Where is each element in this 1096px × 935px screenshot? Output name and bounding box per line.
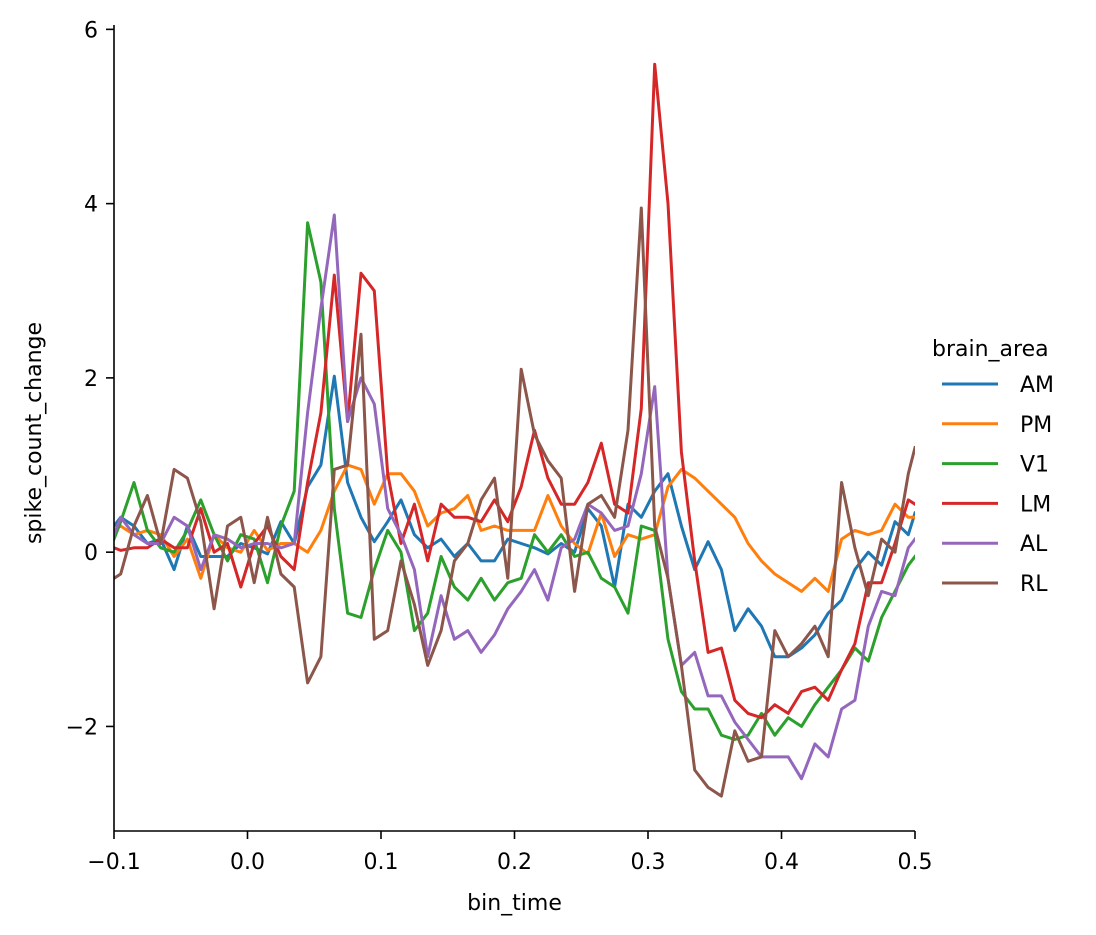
series-line-rl (114, 206, 915, 798)
series-line-am (114, 374, 915, 659)
axis-ticks: −0.1 0.0 0.1 0.2 0.3 0.4 0.5 −2 0 2 4 6 (66, 18, 933, 875)
legend-label-al: AL (1020, 532, 1048, 557)
series-line-lm (114, 62, 915, 720)
y-tick-label: −2 (66, 715, 98, 740)
y-tick-label: 2 (84, 367, 98, 392)
legend-label-am: AM (1020, 373, 1054, 398)
y-tick-label: 0 (84, 541, 98, 566)
x-tick-label: 0.5 (898, 850, 933, 875)
series-lines (114, 62, 915, 798)
legend-label-v1: V1 (1020, 453, 1049, 478)
x-tick-label: −0.1 (87, 850, 140, 875)
x-tick-label: 0.3 (631, 850, 666, 875)
x-tick-label: 0.1 (364, 850, 399, 875)
y-axis-title: spike_count_change (22, 322, 47, 544)
legend: brain_area AM PM V1 LM AL RL (932, 337, 1054, 597)
x-tick-label: 0.2 (497, 850, 532, 875)
x-tick-label: 0.0 (230, 850, 265, 875)
legend-label-lm: LM (1020, 492, 1051, 517)
x-tick-label: 0.4 (764, 850, 799, 875)
legend-label-rl: RL (1020, 572, 1048, 597)
legend-title: brain_area (932, 337, 1049, 362)
axes (113, 25, 915, 832)
y-tick-label: 4 (84, 193, 98, 218)
legend-label-pm: PM (1020, 413, 1052, 438)
y-tick-label: 6 (84, 18, 98, 43)
series-line-al (114, 213, 915, 781)
x-axis-title: bin_time (467, 891, 562, 916)
